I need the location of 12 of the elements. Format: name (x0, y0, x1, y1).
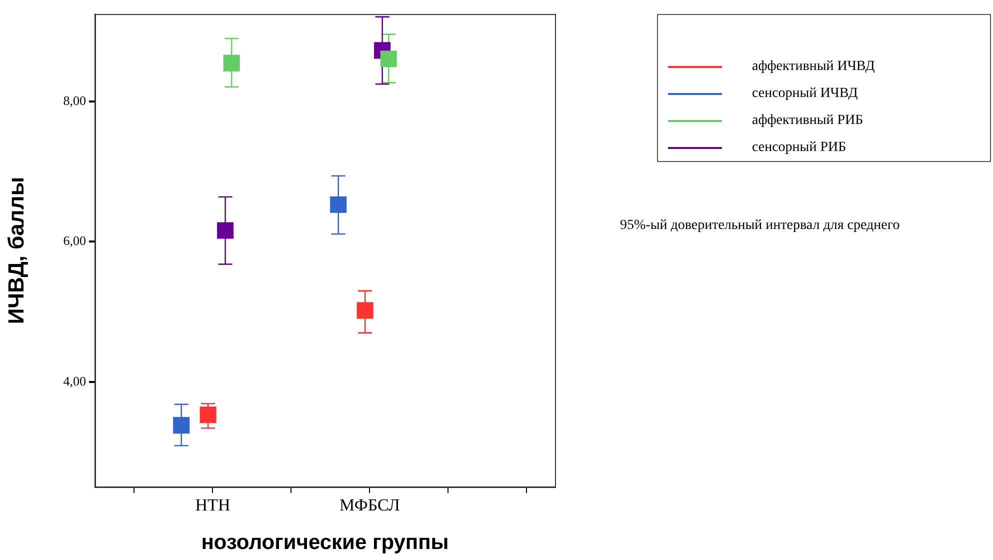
legend-label: сенсорный РИБ (752, 140, 846, 156)
x-axis-title: нозологические группы (201, 531, 449, 554)
y-tick-label: 8,00 (63, 93, 86, 108)
legend-label: аффективный РИБ (752, 112, 864, 128)
y-axis-title: ИЧВД, баллы (3, 176, 28, 324)
y-tick-label: 6,00 (63, 233, 86, 248)
text: 95%-ый доверительный интервал для среднего (620, 218, 900, 234)
x-tick-label: НТН (195, 496, 230, 515)
x-tick-label: МФБСЛ (340, 496, 400, 515)
legend-label: аффективный ИЧВД (752, 58, 875, 74)
y-tick-label: 4,00 (63, 373, 86, 388)
legend-label: сенсорный ИЧВД (752, 86, 858, 102)
